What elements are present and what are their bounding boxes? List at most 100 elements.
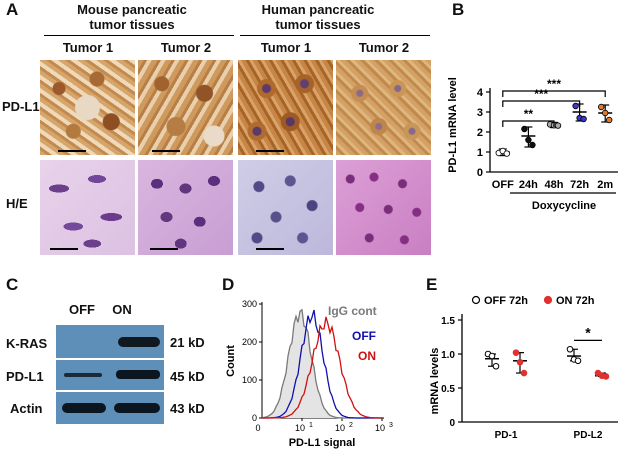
e-data-point — [602, 373, 610, 380]
d-x-tick-label: 10 — [295, 423, 305, 433]
he-mouse-tumor1-image — [40, 160, 135, 255]
d-legend-label: IgG cont — [328, 304, 377, 318]
b-x-tick-label: 2m — [597, 179, 613, 191]
b-x-tick-label: 72h — [570, 179, 589, 191]
e-significance-label: * — [585, 324, 591, 340]
e-y-tick-label: 1.0 — [441, 350, 455, 361]
d-y-tick-label: 200 — [242, 337, 257, 347]
e-data-point — [488, 352, 496, 360]
b-significance-label: ** — [524, 107, 534, 121]
wb-blot-kras — [56, 325, 164, 358]
e-data-point — [566, 345, 574, 353]
mouse-group-header: Mouse pancreatic tumor tissues — [77, 2, 187, 32]
d-legend-label: OFF — [352, 329, 376, 343]
b-x-tick-label: 48h — [545, 179, 564, 191]
b-data-point — [572, 102, 579, 110]
b-data-point — [525, 136, 532, 144]
wb-size-pdl1: 45 kD — [170, 369, 205, 384]
d-x-tick-label: 0 — [255, 423, 260, 433]
panel-e-letter: E — [426, 275, 438, 294]
wb-label-pdl1: PD-L1 — [6, 369, 44, 384]
wb-cond-off: OFF — [69, 302, 95, 317]
human-group-header: Human pancreatic tumor tissues — [261, 2, 375, 32]
b-ylabel: PD-L1 mRNA level — [447, 77, 459, 173]
scale-bar — [256, 150, 284, 152]
d-x-tick-exponent: 1 — [309, 422, 313, 429]
e-data-point — [520, 369, 528, 377]
e-legend-label: OFF 72h — [484, 295, 528, 307]
b-y-tick-label: 2 — [477, 127, 483, 139]
e-data-point — [574, 357, 582, 365]
col-human-tumor2: Tumor 2 — [358, 40, 410, 55]
b-xlabel: Doxycycline — [532, 200, 596, 212]
scale-bar — [152, 150, 180, 152]
wb-label-kras: K-RAS — [6, 336, 48, 351]
e-y-tick-label: 1.5 — [441, 316, 455, 327]
b-data-point — [521, 125, 528, 133]
b-y-tick-label: 3 — [477, 107, 483, 119]
d-ylabel: Count — [225, 345, 237, 377]
d-y-tick-label: 300 — [242, 299, 257, 309]
d-x-tick-exponent: 3 — [389, 422, 393, 429]
e-y-tick-label: 0.5 — [441, 384, 455, 395]
b-significance-label: *** — [547, 77, 561, 91]
d-series-fill — [262, 309, 382, 418]
panel-d-chart: 0 100 200 300 Count 0 10 1 10 2 10 3 PD-L1 signal IgG… — [225, 299, 393, 449]
ihc-mouse-tumor2-image — [138, 60, 233, 155]
d-y-tick-label: 0 — [252, 413, 257, 423]
wb-blot-pdl1 — [56, 360, 164, 390]
row-label-pdl1: PD-L1 — [2, 99, 40, 114]
b-y-tick-label: 0 — [477, 167, 483, 179]
scale-bar — [256, 248, 284, 250]
ihc-mouse-tumor1-image — [40, 60, 135, 155]
mouse-header-line — [44, 35, 234, 36]
panel-b-letter: B — [452, 0, 465, 19]
col-mouse-tumor1: Tumor 1 — [62, 40, 114, 55]
wb-cond-on: ON — [112, 302, 132, 317]
d-xlabel: PD-L1 signal — [289, 437, 356, 449]
e-x-tick-label: PD-L2 — [574, 430, 603, 441]
row-label-he: H/E — [6, 196, 28, 211]
b-data-point — [605, 116, 613, 124]
d-x-tick-label: 10 — [335, 423, 345, 433]
human-header-line — [240, 35, 430, 36]
he-mouse-tumor2-image — [138, 160, 233, 255]
d-y-tick-label: 100 — [242, 375, 257, 385]
e-legend-marker — [471, 295, 481, 305]
he-human-tumor1-image — [238, 160, 333, 255]
wb-blot-actin — [56, 392, 164, 424]
e-data-point — [516, 358, 524, 366]
b-data-point — [529, 141, 536, 149]
b-x-tick-label: OFF — [492, 179, 514, 191]
panel-a-letter: A — [6, 0, 19, 19]
d-series-line — [262, 309, 382, 419]
scale-bar — [58, 150, 86, 152]
wb-size-kras: 21 kD — [170, 335, 205, 350]
e-legend-label: ON 72h — [556, 295, 595, 307]
b-significance-bracket — [502, 90, 606, 97]
d-x-tick-exponent: 2 — [349, 422, 353, 429]
panel-d-letter: D — [222, 275, 235, 294]
b-data-point — [554, 122, 562, 129]
b-x-tick-label: 24h — [519, 179, 538, 191]
he-human-tumor2-image — [336, 160, 431, 255]
b-y-tick-label: 4 — [477, 87, 484, 99]
b-data-point — [580, 115, 587, 123]
b-significance-bracket — [502, 100, 581, 107]
b-data-point — [503, 150, 510, 157]
d-legend-label: ON — [358, 349, 376, 363]
b-data-point — [601, 109, 609, 117]
b-y-tick-label: 1 — [477, 147, 483, 159]
e-x-tick-label: PD-1 — [495, 430, 518, 441]
e-data-point — [492, 362, 500, 370]
col-mouse-tumor2: Tumor 2 — [160, 40, 212, 55]
b-data-point — [597, 103, 605, 111]
b-significance-bracket — [502, 120, 555, 127]
e-y-tick-label: 0 — [449, 418, 455, 429]
ihc-human-tumor2-image — [336, 60, 431, 155]
panel-e-chart: 0 0.5 1.0 1.5 mRNA levels PD-1 PD-L2 * OFF 72h ON… — [429, 295, 618, 441]
d-series-line — [262, 316, 382, 419]
d-x-tick-label: 10 — [375, 423, 385, 433]
wb-size-actin: 43 kD — [170, 401, 205, 416]
